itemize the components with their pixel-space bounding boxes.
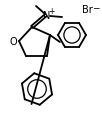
- Text: +: +: [48, 7, 54, 16]
- Text: O: O: [9, 37, 17, 47]
- Text: N: N: [43, 11, 51, 21]
- Text: −: −: [92, 3, 99, 12]
- Text: Br: Br: [82, 5, 93, 15]
